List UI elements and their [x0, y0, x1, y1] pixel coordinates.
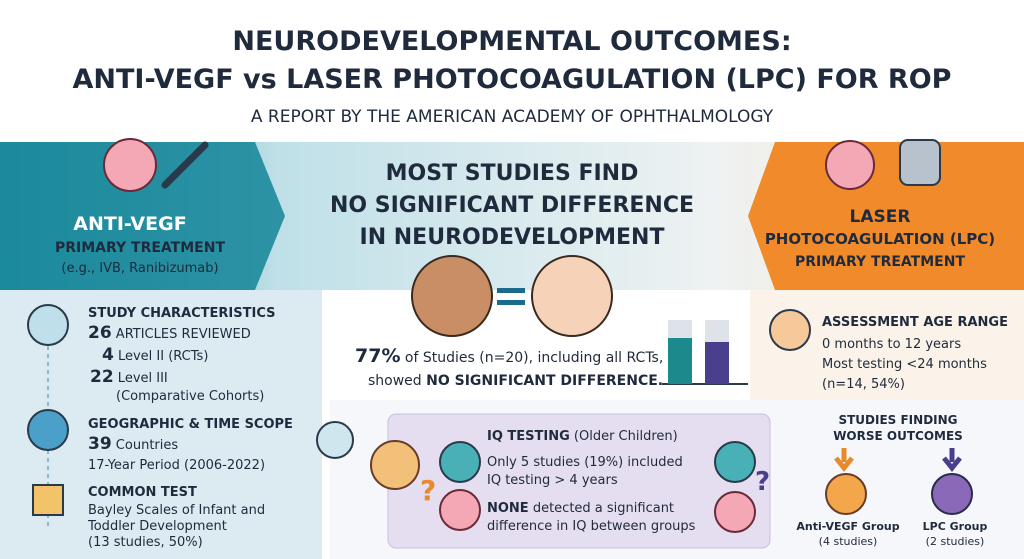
laser-icon: [899, 139, 941, 186]
iq-title: IQ TESTING: [487, 429, 570, 444]
lpc-subtitle: PRIMARY TREATMENT: [795, 254, 965, 270]
stat-note: (Comparative Cohorts): [116, 389, 264, 404]
stat-number: 26: [88, 323, 112, 343]
stat-label: Level II (RCTs): [114, 349, 209, 364]
worse-heading: WORSE OUTCOMES: [833, 429, 963, 443]
iq-line: difference in IQ between groups: [487, 519, 696, 534]
blocks-icon: [32, 484, 64, 516]
finding-percent: 77%: [355, 345, 400, 367]
arrow-icon: [942, 448, 962, 473]
brain-icon: [931, 473, 973, 515]
iq-emphasis: NONE: [487, 501, 529, 516]
group-count: (2 studies): [926, 535, 985, 548]
period: 17-Year Period (2006-2022): [88, 458, 265, 473]
stat: 39 Countries: [88, 434, 178, 454]
stat-number: 22: [90, 367, 114, 387]
calendar-icon: [769, 309, 811, 351]
assessment-line: Most testing <24 months: [822, 357, 987, 372]
iq-line: Only 5 studies (19%) included: [487, 455, 683, 470]
stat-number: 39: [88, 434, 112, 454]
anti-vegf-panel: [0, 142, 285, 290]
title: ANTI-VEGF vs LASER PHOTOCOAGULATION (LPC…: [73, 64, 952, 95]
headline: MOST STUDIES FIND: [386, 161, 639, 186]
headline: NO SIGNIFICANT DIFFERENCE: [330, 193, 694, 218]
stat-number: 4: [102, 345, 114, 365]
arrow-icon: [834, 448, 854, 473]
iq-note: (Older Children): [570, 429, 678, 444]
mini-chart-bar: [705, 342, 729, 384]
stat-label: Countries: [112, 438, 179, 453]
equals-icon: [497, 300, 525, 305]
section-heading: GEOGRAPHIC & TIME SCOPE: [88, 417, 293, 432]
iq-heading: IQ TESTING (Older Children): [487, 429, 678, 444]
iq-line: NONE detected a significant: [487, 501, 674, 516]
assessment-line: 0 months to 12 years: [822, 337, 961, 352]
anti-vegf-subtitle: PRIMARY TREATMENT: [55, 240, 225, 256]
group-label: LPC Group: [923, 520, 988, 533]
stat: 4 Level II (RCTs): [102, 345, 208, 365]
title: NEURODEVELOPMENTAL OUTCOMES:: [232, 26, 791, 57]
finding: 77% of Studies (n=20), including all RCT…: [355, 345, 663, 367]
globe-icon: [27, 409, 69, 451]
worse-heading: STUDIES FINDING: [838, 413, 957, 427]
stat: 22 Level III: [90, 367, 168, 387]
brain-icon: [714, 491, 756, 533]
brain-icon: [370, 440, 420, 490]
question-mark: ?: [420, 474, 436, 507]
baby-icon: [411, 255, 493, 337]
section-heading: ASSESSMENT AGE RANGE: [822, 315, 1008, 330]
brain-icon: [714, 441, 756, 483]
headline: IN NEURODEVELOPMENT: [360, 225, 665, 250]
lpc-title: LASER: [850, 207, 911, 227]
clipboard-icon: [27, 304, 69, 346]
finding-text: showed: [368, 373, 426, 389]
mini-chart-bar: [668, 338, 692, 384]
anti-vegf-title: ANTI-VEGF: [73, 213, 186, 235]
finding: showed NO SIGNIFICANT DIFFERENCE.: [368, 373, 663, 389]
brain-icon: [439, 489, 481, 531]
iq-text: detected a significant: [529, 501, 674, 516]
lpc-panel: [748, 142, 1024, 290]
group-count: (4 studies): [819, 535, 878, 548]
test-line: (13 studies, 50%): [88, 535, 203, 550]
syringe-icon: [161, 141, 209, 189]
baby-icon: [531, 255, 613, 337]
equals-icon: [497, 288, 525, 293]
group-label: Anti-VEGF Group: [796, 520, 899, 533]
test-line: Toddler Development: [87, 519, 227, 534]
lpc-title: PHOTOCOAGULATION (LPC): [765, 230, 995, 248]
question-mark: ?: [755, 467, 770, 497]
iq-line: IQ testing > 4 years: [487, 473, 618, 488]
stat-label: Level III: [114, 371, 168, 386]
section-heading: COMMON TEST: [88, 485, 197, 500]
brain-icon: [439, 441, 481, 483]
brain-icon: [103, 138, 157, 192]
stat: 26 ARTICLES REVIEWED: [88, 323, 251, 343]
finding-text: of Studies (n=20), including all RCTs,: [400, 350, 663, 366]
test-line: Bayley Scales of Infant and: [88, 503, 265, 518]
anti-vegf-example: (e.g., IVB, Ranibizumab): [61, 261, 218, 276]
brain-icon: [825, 473, 867, 515]
subtitle: A REPORT BY THE AMERICAN ACADEMY OF OPHT…: [251, 107, 774, 127]
section-heading: STUDY CHARACTERISTICS: [88, 306, 275, 321]
assessment-line: (n=14, 54%): [822, 377, 905, 392]
head-icon: [316, 421, 354, 459]
brain-icon: [825, 140, 875, 190]
stat-label: ARTICLES REVIEWED: [112, 327, 251, 342]
finding-emphasis: NO SIGNIFICANT DIFFERENCE.: [426, 373, 663, 389]
